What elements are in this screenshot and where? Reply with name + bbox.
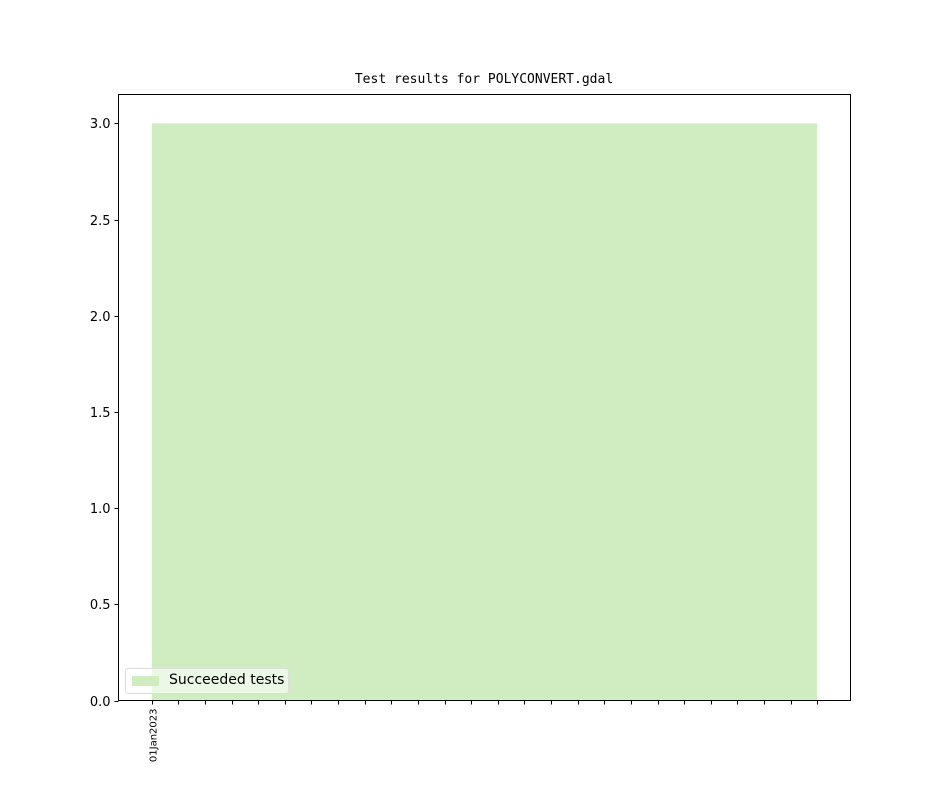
y-tick-label: 2.5 <box>90 214 111 229</box>
y-tick-label: 0.5 <box>90 598 111 613</box>
y-tick-label: 3.0 <box>90 117 111 132</box>
y-tick-label: 1.5 <box>90 406 111 421</box>
y-tick-label: 0.0 <box>90 695 111 710</box>
legend-label-succeeded: Succeeded tests <box>169 672 285 688</box>
x-tick-label: 01Jan2023 <box>149 709 160 763</box>
area-series-0 <box>151 123 818 701</box>
legend: Succeeded tests <box>125 668 289 694</box>
y-tick-label: 1.0 <box>90 502 111 517</box>
plot-frame <box>118 94 851 701</box>
y-tick-label: 2.0 <box>90 310 111 325</box>
legend-swatch-succeeded <box>132 676 159 686</box>
chart-title: Test results for POLYCONVERT.gdal <box>354 72 614 87</box>
